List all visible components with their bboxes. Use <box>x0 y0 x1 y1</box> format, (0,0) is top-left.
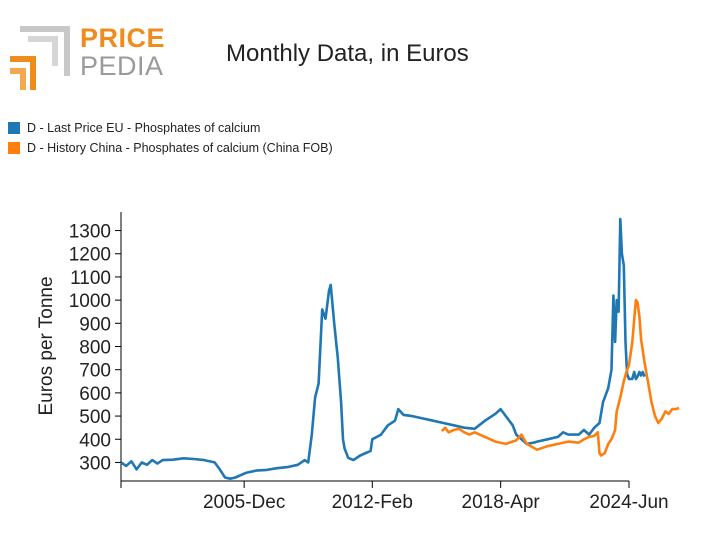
x-tick-label: 2024-Jun <box>589 492 668 513</box>
pricepedia-logo: PRICE PEDIA <box>8 22 168 92</box>
legend-label-china: D - History China - Phosphates of calciu… <box>27 141 333 155</box>
y-tick-label: 1100 <box>70 268 111 289</box>
y-tick-label: 900 <box>79 314 111 335</box>
y-tick-label: 500 <box>79 407 111 428</box>
y-tick-label: 800 <box>79 338 111 359</box>
y-tick-label: 1000 <box>69 291 111 312</box>
y-tick-label: 300 <box>79 453 111 474</box>
legend-item-china[interactable]: D - History China - Phosphates of calciu… <box>8 138 333 158</box>
chart-title: Monthly Data, in Euros <box>226 40 469 67</box>
series-line-china <box>440 298 680 457</box>
logo-mark <box>10 26 70 90</box>
legend-swatch-eu <box>8 122 20 134</box>
y-axis-label: Euros per Tonne <box>36 276 57 415</box>
y-tick-label: 1300 <box>69 222 111 243</box>
y-tick-label: 600 <box>79 384 111 405</box>
x-tick-label: 2012-Feb <box>332 492 413 513</box>
y-tick-label: 1200 <box>69 245 111 266</box>
legend-swatch-china <box>8 142 20 154</box>
logo-word-price: PRICE <box>80 23 166 53</box>
y-tick-label: 400 <box>79 430 111 451</box>
chart-series <box>120 217 680 480</box>
x-tick-label: 2018-Apr <box>462 492 541 513</box>
series-line-eu <box>120 217 646 480</box>
y-tick-label: 700 <box>79 361 111 382</box>
x-tick-label: 2005-Dec <box>203 492 285 513</box>
legend-item-eu[interactable]: D - Last Price EU - Phosphates of calciu… <box>8 118 333 138</box>
logo-word-pedia: PEDIA <box>80 51 164 81</box>
legend-label-eu: D - Last Price EU - Phosphates of calciu… <box>27 121 261 135</box>
chart-legend: D - Last Price EU - Phosphates of calciu… <box>8 118 333 158</box>
